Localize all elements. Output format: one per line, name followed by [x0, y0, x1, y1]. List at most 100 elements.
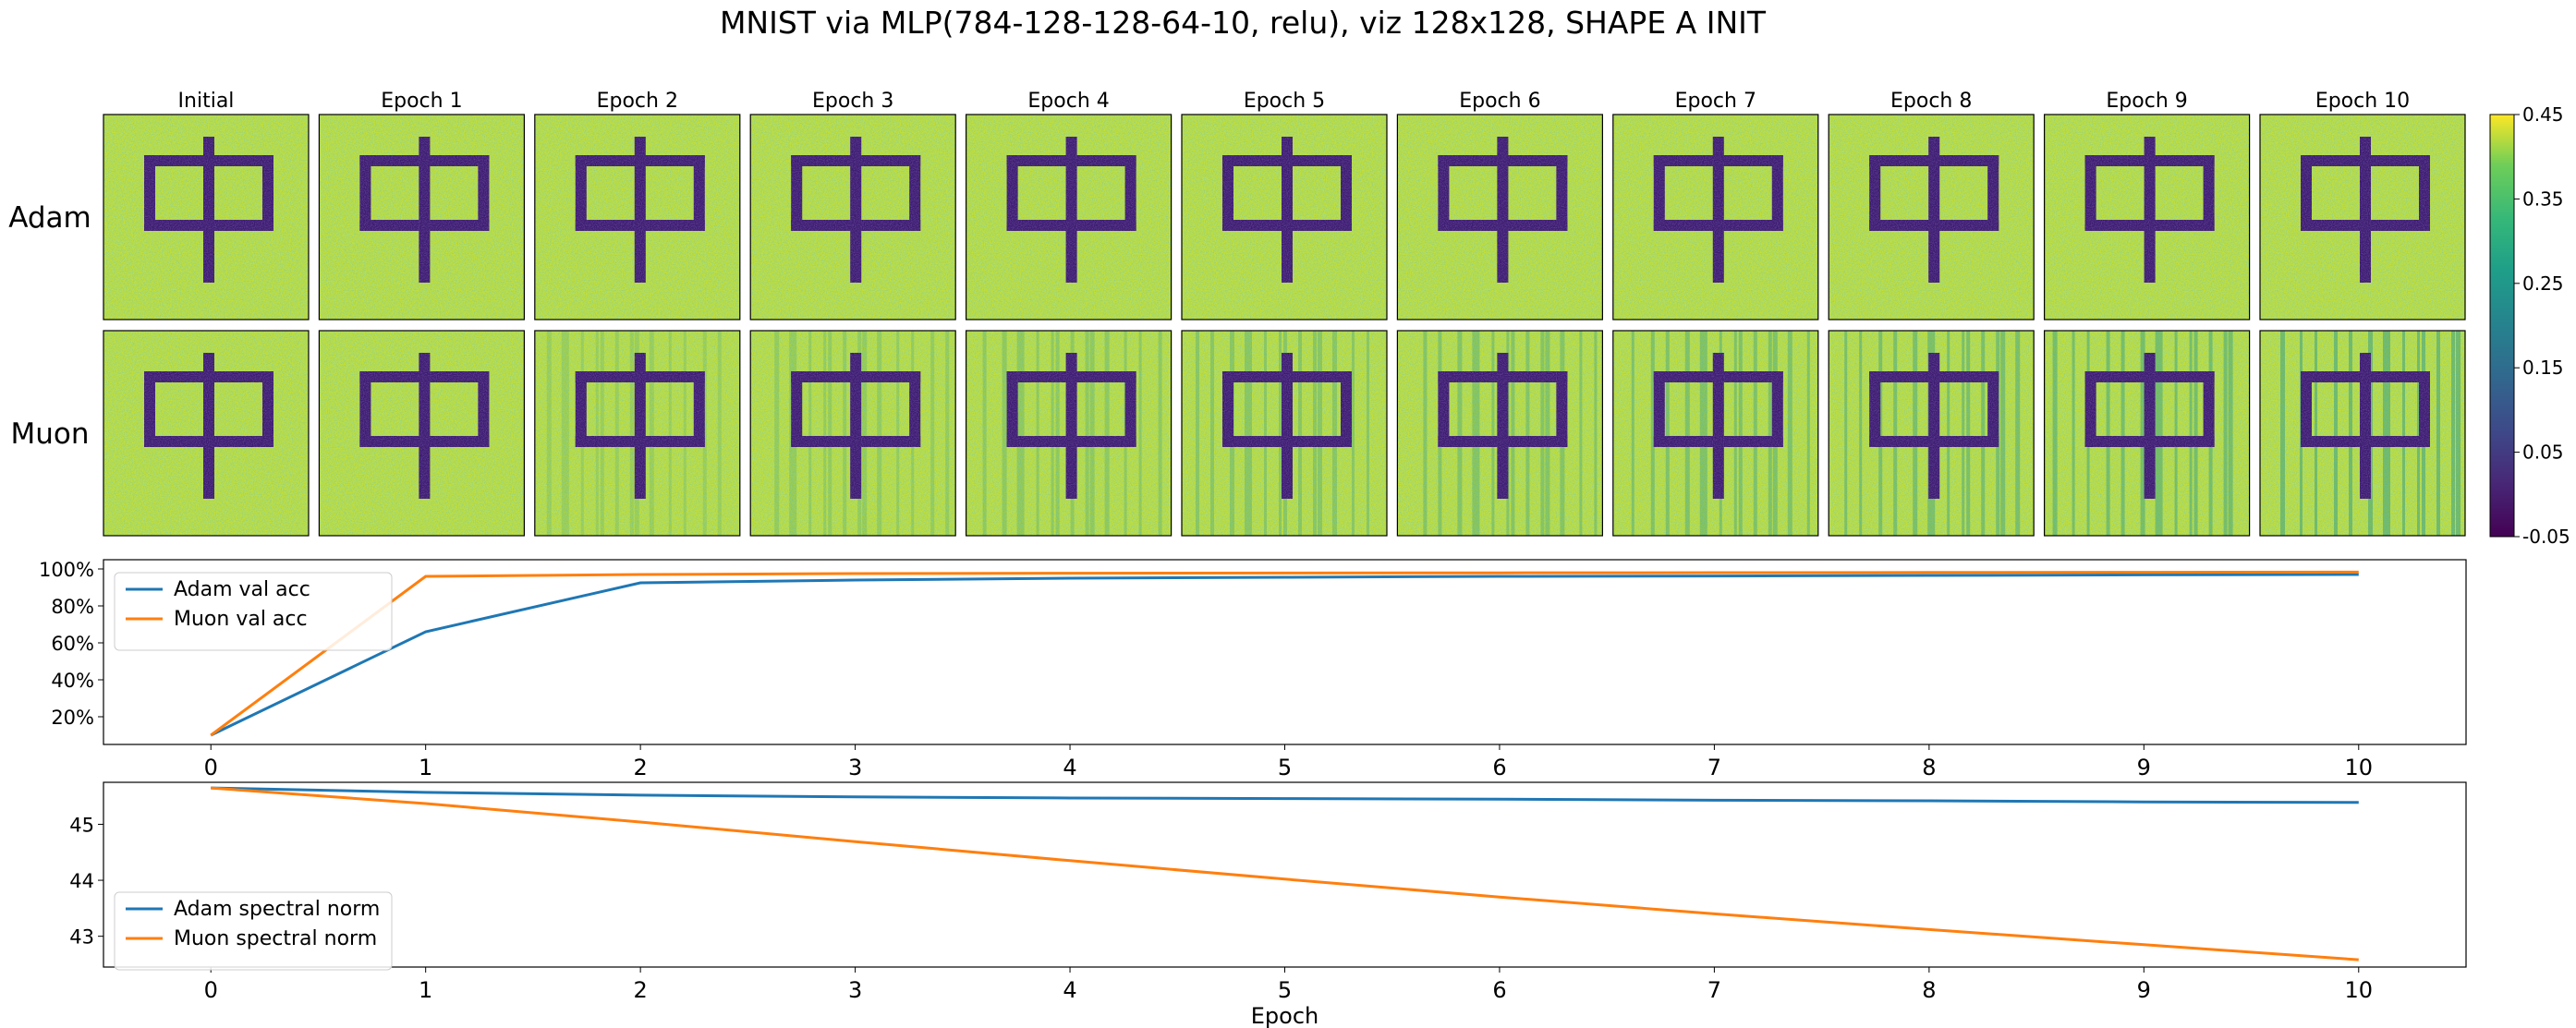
weight-heatmap-tile — [1828, 114, 2035, 320]
x-tick-label: 6 — [1492, 755, 1506, 780]
weight-heatmap-tile — [749, 330, 956, 537]
shape-noise — [1987, 371, 1999, 447]
column-title: Epoch 7 — [1675, 90, 1756, 113]
tile-stripe — [1210, 331, 1214, 536]
colorbar-gradient — [2489, 114, 2515, 538]
y-tick-label: 100% — [39, 559, 94, 581]
column-title: Epoch 4 — [1027, 90, 1109, 113]
weight-heatmap-tile — [1396, 330, 1604, 537]
x-tick-label: 8 — [1922, 977, 1936, 1003]
shape-noise — [419, 353, 431, 499]
tile-stripe — [1704, 331, 1707, 536]
tile-stripe — [1196, 331, 1199, 536]
tile-border — [103, 114, 310, 320]
tile-stripe — [1138, 331, 1142, 536]
tile-stripe — [2015, 331, 2021, 536]
tile-stripe — [546, 331, 552, 536]
shape-noise — [2144, 137, 2156, 283]
shape-noise — [1006, 155, 1018, 231]
colorbar-tick-label: 0.25 — [2522, 272, 2564, 295]
shape-noise — [203, 353, 214, 499]
shape-noise — [634, 137, 646, 283]
tile-border — [318, 330, 525, 537]
shape-noise — [1222, 371, 1233, 447]
tile-stripe — [2072, 331, 2075, 536]
shape-noise — [2084, 155, 2096, 231]
weight-heatmap-tile — [749, 114, 956, 320]
tile-stripe — [2315, 331, 2317, 536]
legend-box — [114, 572, 393, 651]
tile-stripe — [1966, 331, 1971, 536]
column-title: Epoch 1 — [381, 90, 462, 113]
tile-stripe — [945, 331, 950, 536]
shape-noise — [2203, 371, 2215, 447]
tile-border — [749, 114, 956, 320]
tile-stripe — [2349, 331, 2352, 536]
tile-stripe — [823, 331, 827, 536]
tile-stripe — [1472, 331, 1477, 536]
shape-noise — [693, 155, 705, 231]
tile-border — [749, 330, 956, 537]
tile-stripe — [2388, 331, 2390, 536]
tile-border — [1396, 114, 1604, 320]
shape-noise — [2360, 137, 2371, 283]
tile-stripe — [808, 331, 812, 536]
tile-stripe — [1036, 331, 1039, 536]
x-axis-label: Epoch — [1251, 1003, 1319, 1028]
weight-heatmap-tile — [1828, 330, 2035, 537]
x-tick-label: 10 — [2344, 755, 2373, 780]
shape-noise — [1282, 353, 1293, 499]
x-tick-label: 2 — [633, 755, 647, 780]
shape-noise — [850, 353, 862, 499]
tile-stripe — [2000, 331, 2006, 536]
tile-stripe — [1476, 331, 1480, 536]
tile-stripe — [668, 331, 672, 536]
tile-stripe — [2280, 331, 2285, 536]
shape-noise — [1771, 371, 1783, 447]
shape-noise — [2301, 371, 2312, 447]
x-tick-label: 1 — [419, 755, 432, 780]
tile-border — [1396, 330, 1604, 537]
tile-stripe — [2174, 331, 2178, 536]
tile-stripe — [2052, 331, 2058, 536]
weight-heatmap-tile — [1612, 114, 1819, 320]
tile-border — [534, 114, 741, 320]
x-tick-label: 2 — [633, 977, 647, 1003]
tile-border — [1612, 330, 1819, 537]
x-tick-label: 10 — [2344, 977, 2373, 1003]
shape-noise — [693, 371, 705, 447]
y-tick-label: 44 — [69, 870, 94, 892]
shape-noise — [909, 155, 921, 231]
weight-heatmap-tile — [1181, 114, 1388, 320]
tile-stripe — [1525, 331, 1530, 536]
colorbar-tick-label: 0.15 — [2522, 357, 2564, 379]
weight-heatmap-tile — [2044, 114, 2251, 320]
tile-stripe — [2334, 331, 2338, 536]
x-tick-label: 3 — [848, 755, 862, 780]
tile-stripe — [2417, 331, 2420, 536]
x-tick-label: 6 — [1492, 977, 1506, 1003]
tile-stripe — [828, 331, 832, 536]
tile-stripe — [1650, 331, 1655, 536]
tile-stripe — [2193, 331, 2198, 536]
tile-stripe — [2140, 331, 2145, 536]
shape-noise — [634, 353, 646, 499]
tile-stripe — [629, 331, 634, 536]
tile-stripe — [896, 331, 900, 536]
tile-stripe — [2223, 331, 2228, 536]
tile-stripe — [1249, 331, 1252, 536]
tile-stripe — [649, 331, 654, 536]
legend: Adam val acc Muon val acc — [114, 572, 393, 651]
row-label: Adam — [8, 201, 91, 235]
tile-stripe — [1594, 331, 1598, 536]
tile-stripe — [1787, 331, 1792, 536]
x-tick-label: 4 — [1063, 977, 1076, 1003]
tile-stripe — [600, 331, 604, 536]
shape-noise — [2301, 155, 2312, 231]
tile-border — [965, 114, 1173, 320]
shape-noise — [1928, 353, 1940, 499]
weight-heatmap-tile — [965, 330, 1173, 537]
tile-stripe — [1768, 331, 1772, 536]
tile-stripe — [1423, 331, 1428, 536]
